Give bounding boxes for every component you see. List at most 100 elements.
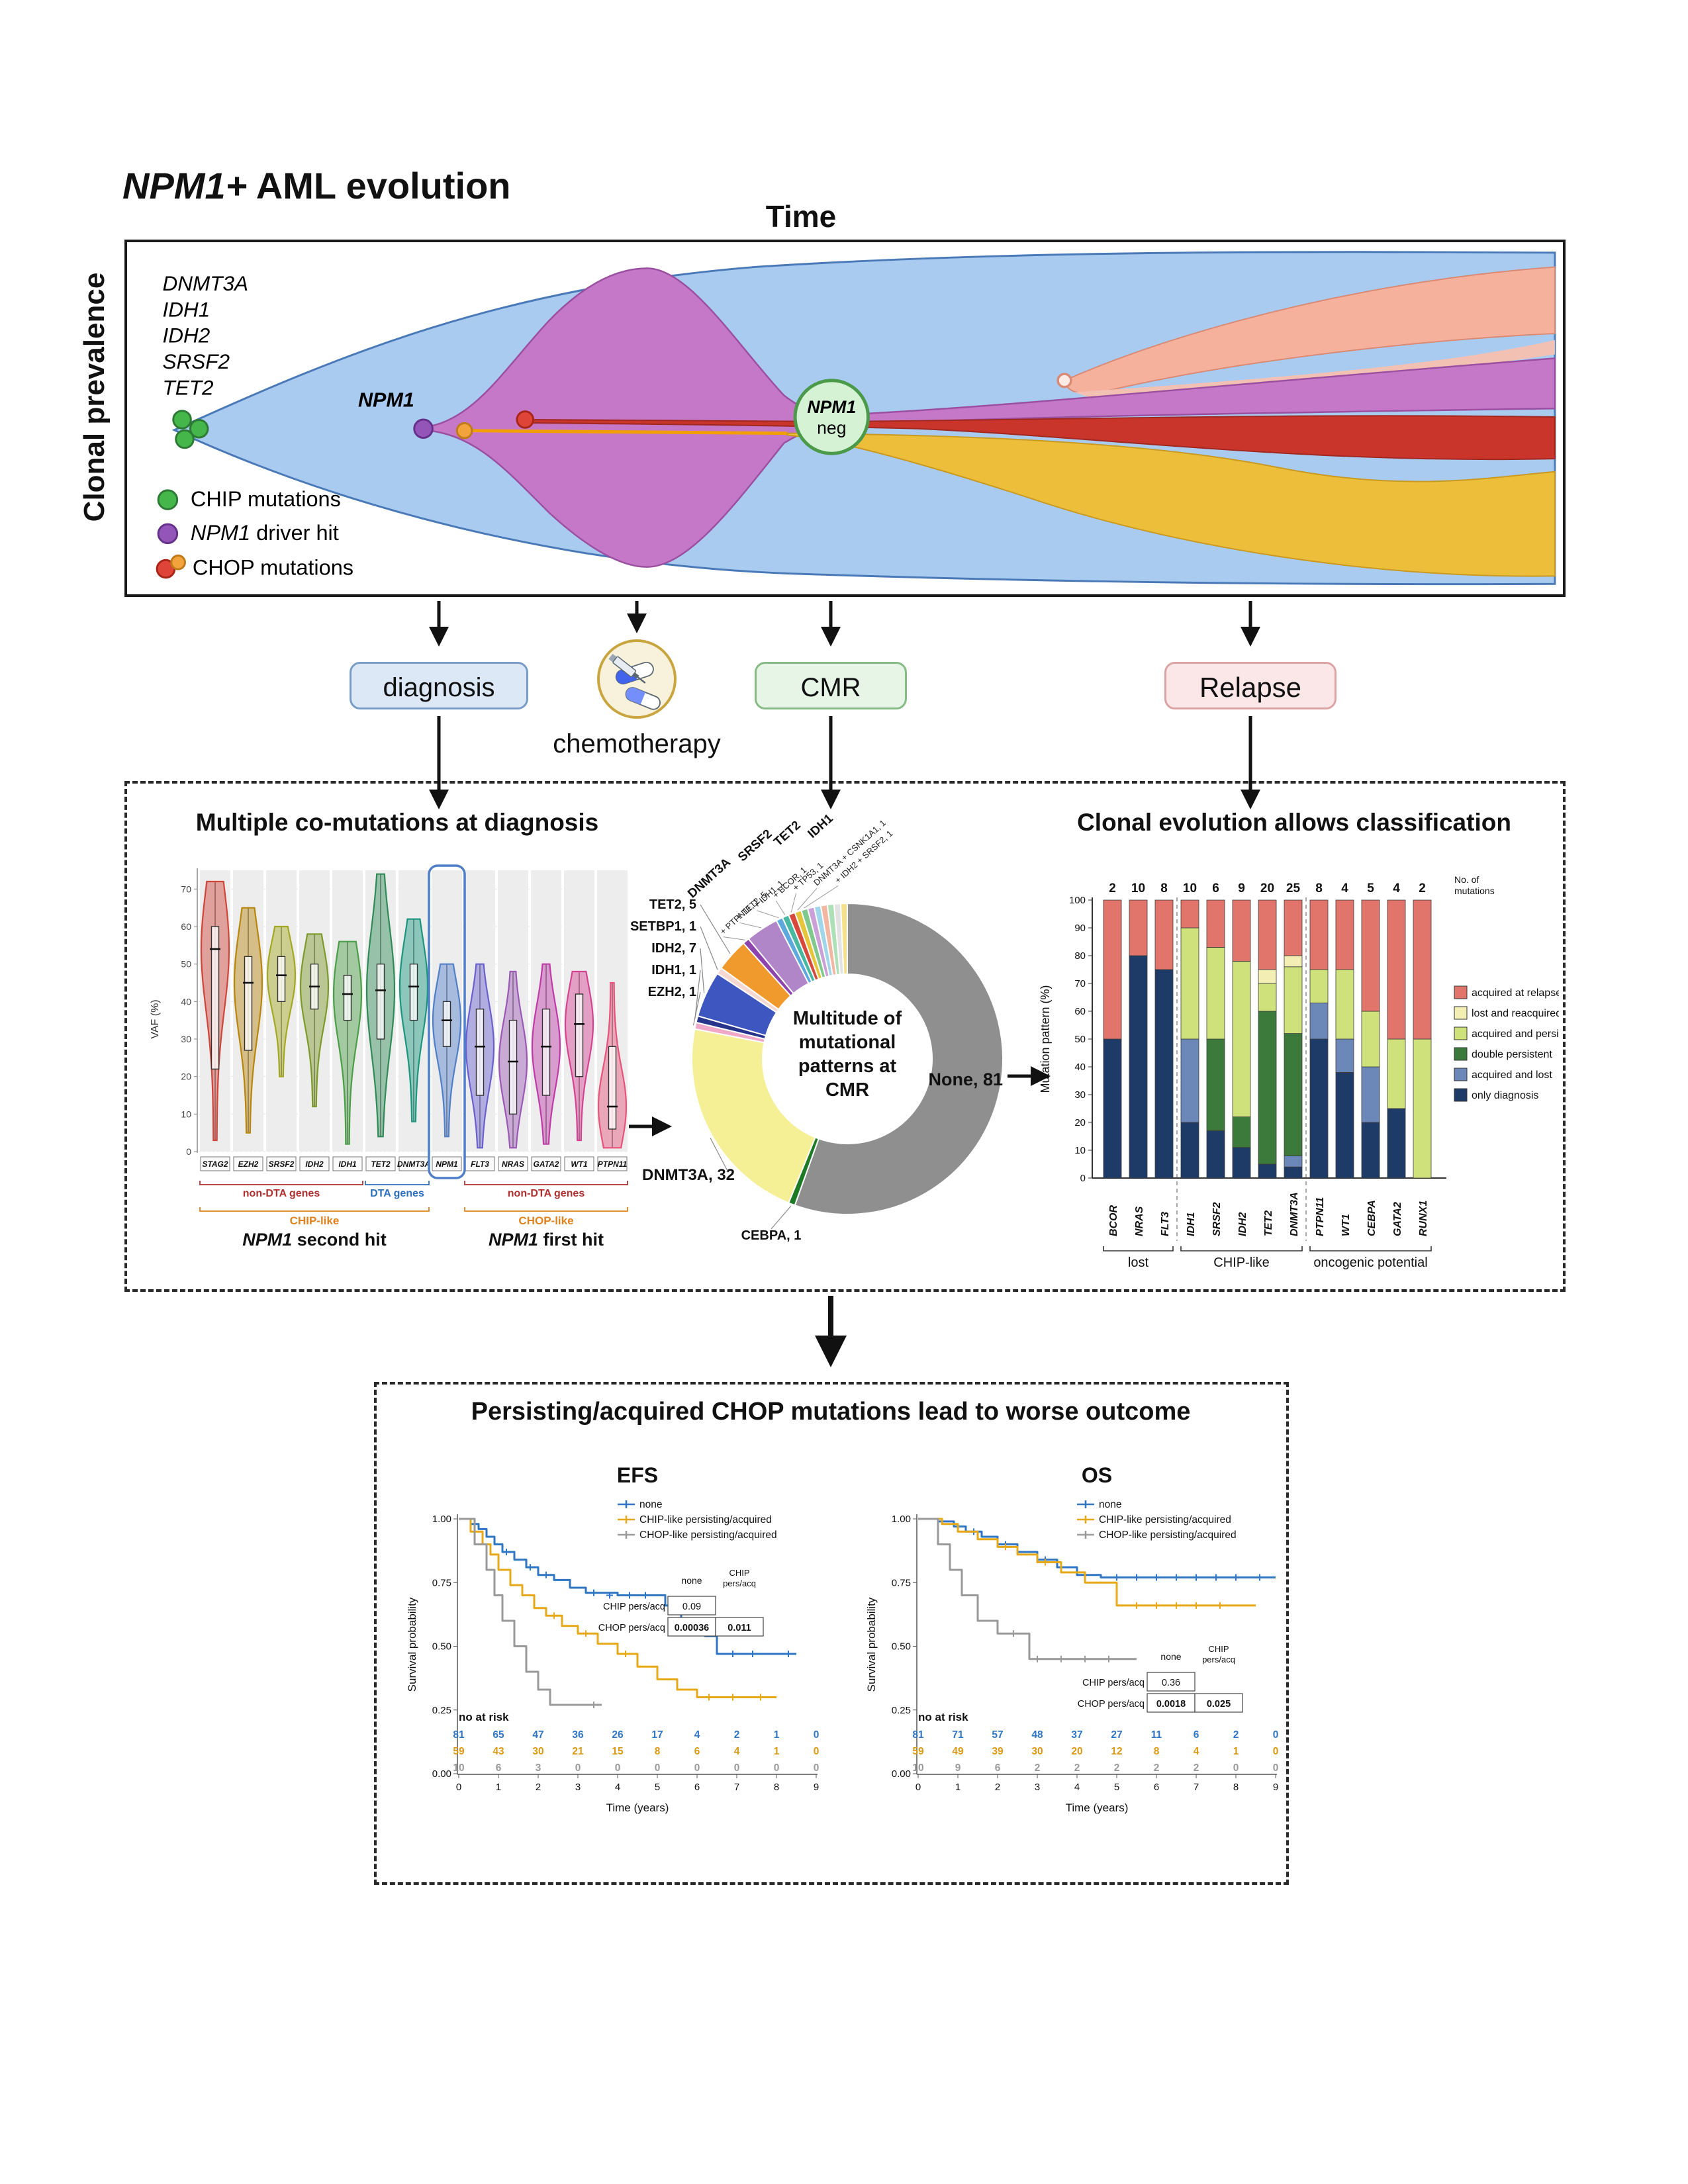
risk-count: 1 (774, 1746, 780, 1757)
bars-y-tick: 10 (1074, 1145, 1086, 1156)
bars-y-tick: 80 (1074, 950, 1086, 962)
legend-npm1-gene: NPM1 (191, 521, 250, 545)
pill-icon-2 (625, 687, 661, 710)
cmr-node-gene: NPM1 (807, 397, 856, 417)
bar-WT1 (1335, 899, 1354, 1179)
stacked-bar-chart: 0 10 20 30 40 50 60 70 80 90 100 Mutation pattern (… (1039, 874, 1559, 1270)
risk-count: 9 (955, 1762, 961, 1774)
violin-GATA2 (531, 963, 561, 1145)
risk-count: 27 (1111, 1729, 1122, 1741)
figure-title: NPM1+ AML evolution (122, 164, 511, 207)
risk-count: 0 (694, 1762, 700, 1774)
n-mutations-label: No. of (1454, 874, 1479, 885)
km-y-tick: 0.75 (892, 1577, 911, 1588)
donut-header-TET2: TET2 (771, 819, 804, 850)
pval-value: 0.011 (727, 1623, 751, 1633)
risk-count: 2 (1114, 1762, 1120, 1774)
donut-center-text: mutational (799, 1032, 896, 1053)
bar-NRAS (1129, 899, 1148, 1179)
chip-cells-icon (172, 410, 209, 449)
bar-gene-label: IDH2 (1237, 1212, 1248, 1236)
bar-gene-label: RUNX1 (1418, 1201, 1429, 1236)
dta-bracket (464, 1181, 628, 1185)
km-x-tick: 3 (575, 1782, 581, 1793)
leader (700, 926, 718, 970)
risk-count: 0 (1273, 1762, 1279, 1774)
violin-y-tick-label: 70 (181, 884, 191, 894)
class-bracket (464, 1207, 628, 1212)
risk-table-label: no at risk (918, 1711, 968, 1723)
risk-count: 59 (453, 1746, 465, 1757)
bar-gene-label: BCOR (1108, 1205, 1119, 1236)
risk-count: 8 (1154, 1746, 1160, 1757)
risk-count: 26 (612, 1729, 624, 1741)
km-x-tick: 9 (1273, 1782, 1278, 1793)
gene-srsf2: SRSF2 (163, 349, 230, 373)
fish-stream-purple (422, 267, 1556, 568)
risk-count: 30 (532, 1746, 543, 1757)
risk-count: 0 (814, 1762, 820, 1774)
risk-count: 57 (992, 1729, 1003, 1741)
bar-count: 10 (1183, 882, 1197, 895)
km-legend-label: none (639, 1499, 662, 1510)
bar-gene-label: IDH1 (1186, 1212, 1197, 1236)
cmr-node (793, 379, 870, 455)
donut-label-left: SETBP1, 1 (630, 919, 696, 934)
risk-count: 6 (496, 1762, 502, 1774)
pval-row-label: CHIP pers/acq (603, 1602, 665, 1612)
leader (700, 904, 731, 954)
bars-y-tick: 20 (1074, 1117, 1086, 1128)
leader (739, 922, 762, 929)
legend-npm1-label: NPM1 driver hit (191, 521, 339, 545)
class-group-label: CHOP-like (518, 1214, 573, 1227)
risk-count: 65 (492, 1729, 504, 1741)
donut-label-left: IDH1, 1 (651, 963, 696, 978)
risk-count: 0 (655, 1762, 661, 1774)
km-x-tick: 5 (655, 1782, 660, 1793)
legend-swatch-only_diagnosis (1454, 1088, 1468, 1102)
pval-cell-box (1147, 1672, 1196, 1692)
km-y-tick: 0.50 (432, 1641, 451, 1653)
pval-value: 0.025 (1207, 1699, 1231, 1709)
leader (790, 893, 797, 913)
dta-group-label: non-DTA genes (243, 1188, 320, 1199)
donut-header-DNMT3A: DNMT3A (685, 856, 733, 901)
bars-y-tick: 50 (1074, 1034, 1086, 1045)
bars-y-tick: 90 (1074, 923, 1086, 934)
legend-chip-label: CHIP mutations (191, 487, 341, 511)
risk-count: 37 (1071, 1729, 1082, 1741)
risk-count: 71 (952, 1729, 964, 1741)
km-x-tick: 6 (1154, 1782, 1159, 1793)
pval-value: 0.09 (682, 1602, 701, 1612)
violin-gene-box (531, 1156, 561, 1171)
violin-gene-label: SRSF2 (269, 1160, 295, 1169)
km-x-tick: 8 (1233, 1782, 1239, 1793)
risk-count: 4 (734, 1746, 740, 1757)
risk-count: 11 (1151, 1729, 1162, 1741)
km-x-tick: 7 (734, 1782, 739, 1793)
violin-gene-label: NRAS (502, 1160, 524, 1169)
violin-y-tick-label: 10 (181, 1109, 191, 1119)
bars-y-tick: 100 (1069, 895, 1086, 906)
risk-count: 21 (572, 1746, 584, 1757)
km-title: OS (1082, 1463, 1112, 1487)
bar-IDH1 (1180, 899, 1199, 1179)
donut-label-dnmt3a: DNMT3A, 32 (642, 1166, 735, 1184)
km-legend-label: CHOP-like persisting/acquired (1099, 1529, 1237, 1541)
violin-TET2 (365, 873, 396, 1138)
donut-label-in: None, 81 (929, 1069, 1004, 1089)
risk-count: 59 (912, 1746, 924, 1757)
bar-count: 2 (1419, 882, 1426, 895)
leader (723, 936, 745, 940)
chop-orange-dot (455, 422, 473, 439)
km-y-tick: 1.00 (892, 1514, 911, 1525)
risk-count: 39 (992, 1746, 1004, 1757)
leader (694, 970, 701, 1019)
risk-count: 4 (694, 1729, 700, 1741)
figure-title-gene: NPM1+ (122, 165, 248, 206)
violin-SRSF2 (266, 925, 297, 1077)
bar-count: 5 (1367, 882, 1374, 895)
risk-count: 81 (912, 1729, 924, 1741)
km-legend-label: CHIP-like persisting/acquired (639, 1514, 772, 1525)
